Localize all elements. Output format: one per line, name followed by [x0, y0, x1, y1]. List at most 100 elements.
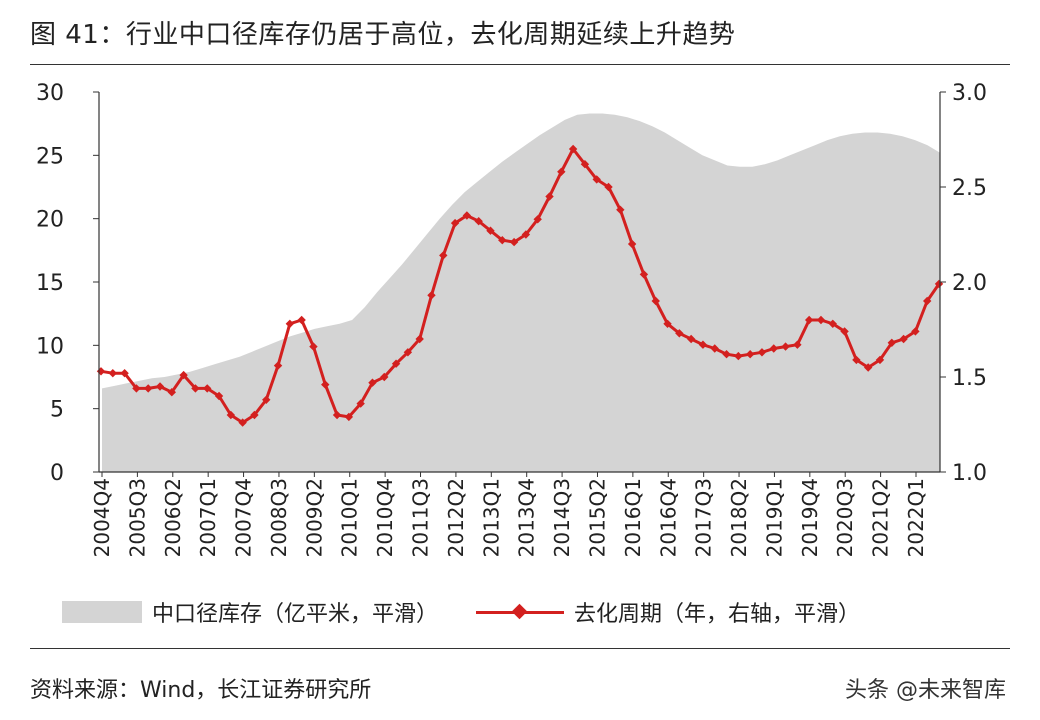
source-note: 资料来源：Wind，长江证券研究所 [30, 678, 372, 703]
turnover-point-60 [804, 315, 814, 325]
x-tick-label-6: 2009Q2 [302, 478, 326, 557]
inventory-area [102, 113, 940, 472]
turnover-point-23 [368, 378, 377, 387]
turnover-point-14 [262, 395, 271, 404]
turnover-point-31 [462, 211, 472, 220]
turnover-point-19 [321, 380, 330, 389]
turnover-point-25 [391, 359, 401, 368]
turnover-point-63 [840, 327, 849, 336]
turnover-point-35 [509, 237, 519, 247]
turnover-point-29 [439, 251, 448, 260]
right-tick-label-4: 3.0 [952, 81, 987, 106]
left-tick-label-0: 0 [50, 461, 64, 486]
turnover-point-38 [545, 192, 554, 201]
turnover-point-44 [616, 205, 625, 214]
turnover-point-45 [627, 239, 637, 249]
turnover-point-16 [285, 319, 295, 328]
x-tick-label-5: 2008Q3 [267, 478, 291, 557]
right-tick-label-3: 2.5 [952, 176, 987, 201]
legend-area-label: 中口径库存（亿平米，平滑） [152, 602, 439, 627]
x-tick-label-22: 2021Q2 [869, 478, 893, 557]
turnover-point-6 [167, 388, 177, 397]
turnover-point-30 [450, 218, 460, 228]
left-tick-label-3: 15 [36, 271, 64, 296]
turnover-point-47 [651, 296, 660, 306]
turnover-point-10 [214, 391, 224, 401]
turnover-point-28 [427, 291, 436, 300]
x-tick-label-20: 2019Q4 [798, 478, 822, 557]
turnover-point-50 [686, 334, 696, 344]
turnover-point-8 [191, 384, 200, 393]
left-tick-label-1: 5 [50, 398, 64, 423]
turnover-point-20 [332, 410, 342, 420]
right-tick-label-2: 2.0 [952, 271, 987, 296]
legend-area-swatch [62, 601, 142, 623]
turnover-point-42 [592, 175, 601, 184]
left-tick-label-5: 25 [36, 144, 64, 169]
turnover-point-27 [415, 334, 424, 344]
turnover-point-70 [922, 296, 932, 306]
turnover-point-15 [273, 361, 283, 370]
left-tick-label-6: 30 [36, 81, 64, 106]
chart-title: 图 41：行业中口径库存仍居于高位，去化周期延续上升趋势 [30, 20, 736, 50]
turnover-point-61 [816, 315, 826, 325]
x-tick-label-13: 2014Q3 [550, 478, 574, 557]
x-tick-label-0: 2004Q4 [90, 478, 114, 557]
turnover-point-46 [639, 270, 649, 279]
turnover-point-59 [793, 340, 802, 349]
turnover-point-43 [604, 182, 613, 192]
x-tick-label-11: 2013Q1 [479, 478, 503, 557]
turnover-point-26 [403, 348, 413, 357]
x-tick-label-16: 2016Q4 [656, 478, 680, 557]
turnover-point-48 [663, 319, 672, 328]
turnover-point-54 [734, 351, 743, 361]
turnover-point-24 [380, 372, 389, 382]
turnover-point-68 [899, 334, 908, 344]
x-tick-label-12: 2013Q4 [515, 478, 539, 557]
x-tick-label-21: 2020Q3 [833, 478, 857, 557]
turnover-point-33 [486, 226, 495, 235]
turnover-point-22 [356, 399, 365, 408]
turnover-point-12 [238, 418, 247, 427]
turnover-point-67 [887, 338, 896, 347]
chart-canvas: 0 5 10 15 20 25 30 1.0 1.5 2.0 2.5 3.0 2004Q4 2005Q3 2… [36, 81, 987, 557]
x-tick-label-2: 2006Q2 [161, 478, 185, 557]
x-tick-label-19: 2019Q1 [762, 478, 786, 557]
turnover-point-57 [769, 344, 778, 353]
right-tick-label-0: 1.0 [952, 461, 987, 486]
turnover-point-4 [144, 384, 153, 393]
turnover-point-3 [132, 384, 141, 393]
turnover-point-40 [568, 144, 578, 154]
watermark: 头条 @未来智库 [845, 678, 1006, 703]
turnover-point-49 [675, 329, 684, 338]
turnover-point-39 [557, 167, 566, 176]
turnover-point-11 [226, 410, 236, 420]
legend-line-label: 去化周期（年，右轴，平滑） [574, 602, 861, 627]
turnover-point-18 [309, 342, 318, 351]
turnover-point-37 [533, 215, 542, 224]
x-tick-label-10: 2012Q2 [444, 478, 468, 557]
legend-line-swatch [476, 602, 565, 622]
turnover-point-5 [155, 382, 165, 391]
x-tick-label-23: 2022Q1 [904, 478, 928, 557]
x-tick-label-18: 2018Q2 [727, 478, 751, 557]
x-tick-label-7: 2010Q1 [338, 478, 362, 557]
footer-rule [30, 648, 1010, 649]
title-underline [30, 64, 1010, 65]
turnover-point-41 [580, 160, 590, 169]
x-tick-label-8: 2010Q4 [373, 478, 397, 557]
turnover-point-65 [863, 363, 873, 372]
turnover-point-9 [203, 384, 212, 393]
turnover-point-53 [722, 350, 731, 359]
turnover-point-64 [852, 355, 861, 365]
turnover-point-36 [521, 230, 531, 239]
turnover-point-17 [297, 315, 306, 325]
turnover-point-32 [474, 217, 483, 226]
chart-legend: 中口径库存（亿平米，平滑） 去化周期（年，右轴，平滑） [62, 596, 860, 628]
turnover-point-1 [108, 369, 118, 378]
turnover-point-62 [828, 319, 837, 328]
turnover-point-58 [781, 342, 790, 351]
turnover-point-69 [911, 327, 920, 336]
turnover-point-34 [498, 236, 507, 245]
turnover-point-56 [757, 348, 767, 357]
